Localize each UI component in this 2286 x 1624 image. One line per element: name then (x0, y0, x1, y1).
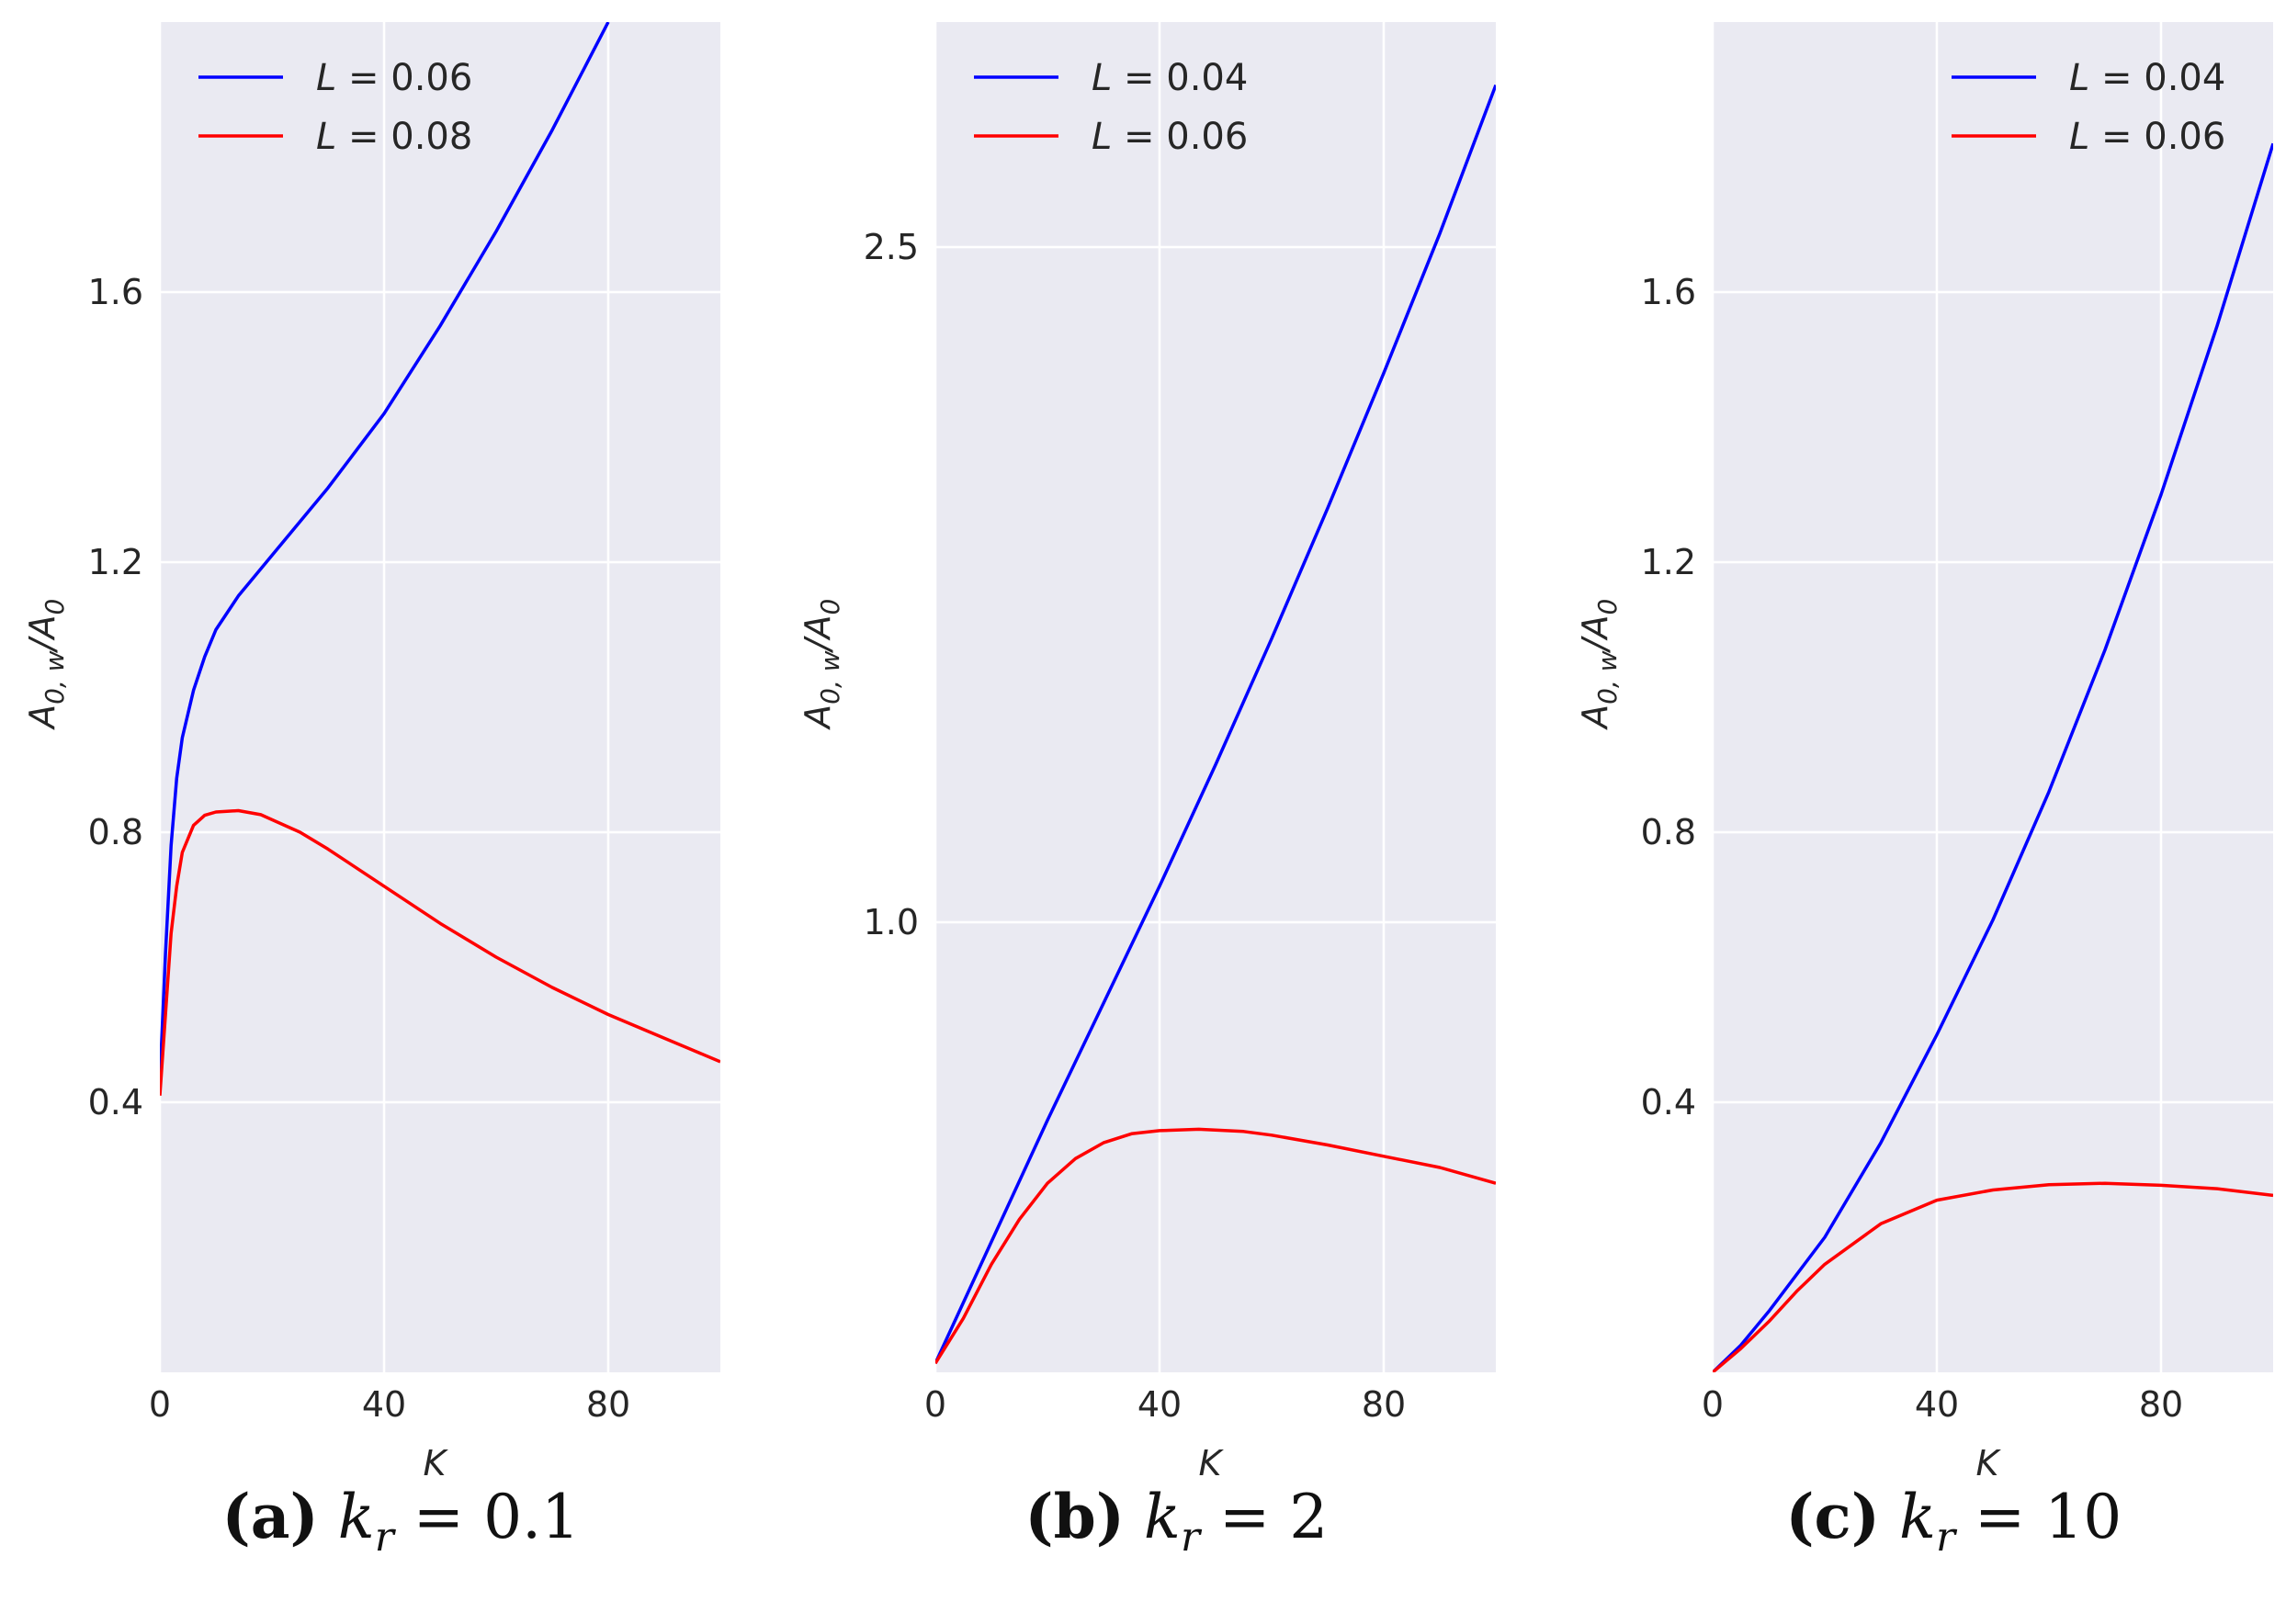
legend-label: L = 0.04 (1092, 57, 1248, 99)
caption-variable: kr (318, 1482, 394, 1562)
caption-variable: kr (1879, 1482, 1956, 1562)
plot-background (1713, 22, 2273, 1372)
caption-tag: (a) (221, 1481, 319, 1552)
legend-label: L = 0.06 (1092, 116, 1248, 158)
x-tick-label: 40 (362, 1384, 406, 1425)
x-tick-label: 80 (1362, 1384, 1406, 1425)
series-line-1 (1713, 142, 2273, 1372)
legend-label: L = 0.06 (316, 57, 472, 99)
caption-value: = 2 (1199, 1482, 1329, 1552)
x-tick-label: 0 (1702, 1384, 1724, 1425)
legend: L = 0.04 L = 0.06 (974, 57, 1248, 158)
x-tick-label: 80 (586, 1384, 630, 1425)
chart-panel-2: 0 40 80 1.0 2.5 K A0, w/A0 L = 0.04 L = 0.06 (798, 22, 1496, 1483)
series-line-1 (935, 84, 1496, 1364)
series-line-2 (935, 1127, 1496, 1365)
caption-value: = 0.1 (393, 1482, 581, 1552)
y-axis-label: A0, w/A0 (1575, 599, 1623, 731)
plot-background (935, 22, 1496, 1372)
caption-tag: (b) (1024, 1481, 1125, 1552)
caption-variable: kr (1124, 1482, 1200, 1562)
x-tick-label: 0 (149, 1384, 171, 1425)
panel-caption: (a) kr = 0.1 (222, 1481, 581, 1561)
x-tick-label: 40 (1137, 1384, 1182, 1425)
x-tick-label: 40 (1915, 1384, 1959, 1425)
y-tick-label: 1.6 (1641, 272, 1696, 312)
x-axis-label: K (423, 1443, 448, 1483)
x-axis-label: K (1198, 1443, 1224, 1483)
x-tick-label: 0 (924, 1384, 946, 1425)
caption-tag: (c) (1785, 1481, 1880, 1552)
y-tick-label: 1.2 (1641, 542, 1696, 582)
series-line-2 (1713, 1181, 2273, 1372)
legend-label: L = 0.06 (2069, 116, 2225, 158)
y-tick-label: 0.8 (1641, 812, 1696, 852)
y-tick-label: 1.6 (88, 272, 143, 312)
panel-caption: (b) kr = 2 (1024, 1481, 1328, 1561)
x-tick-label: 80 (2139, 1384, 2183, 1425)
y-axis-label: A0, w/A0 (22, 599, 70, 731)
y-tick-label: 1.0 (864, 902, 919, 942)
legend: L = 0.04 L = 0.06 (1952, 57, 2225, 158)
legend-label: L = 0.04 (2069, 57, 2225, 99)
legend-label: L = 0.08 (316, 116, 472, 158)
y-tick-label: 0.8 (88, 812, 143, 852)
x-axis-label: K (1975, 1443, 2001, 1483)
series-line-1 (160, 22, 610, 1083)
legend: L = 0.06 L = 0.08 (198, 57, 472, 158)
series-line-2 (160, 808, 720, 1096)
y-tick-label: 1.2 (88, 542, 143, 582)
plot-background (160, 22, 720, 1372)
y-axis-label: A0, w/A0 (798, 599, 845, 731)
y-tick-label: 0.4 (1641, 1082, 1696, 1122)
y-tick-label: 2.5 (864, 227, 919, 267)
y-tick-label: 0.4 (88, 1082, 143, 1122)
caption-value: = 10 (1955, 1482, 2122, 1552)
panel-caption: (c) kr = 10 (1785, 1481, 2122, 1561)
